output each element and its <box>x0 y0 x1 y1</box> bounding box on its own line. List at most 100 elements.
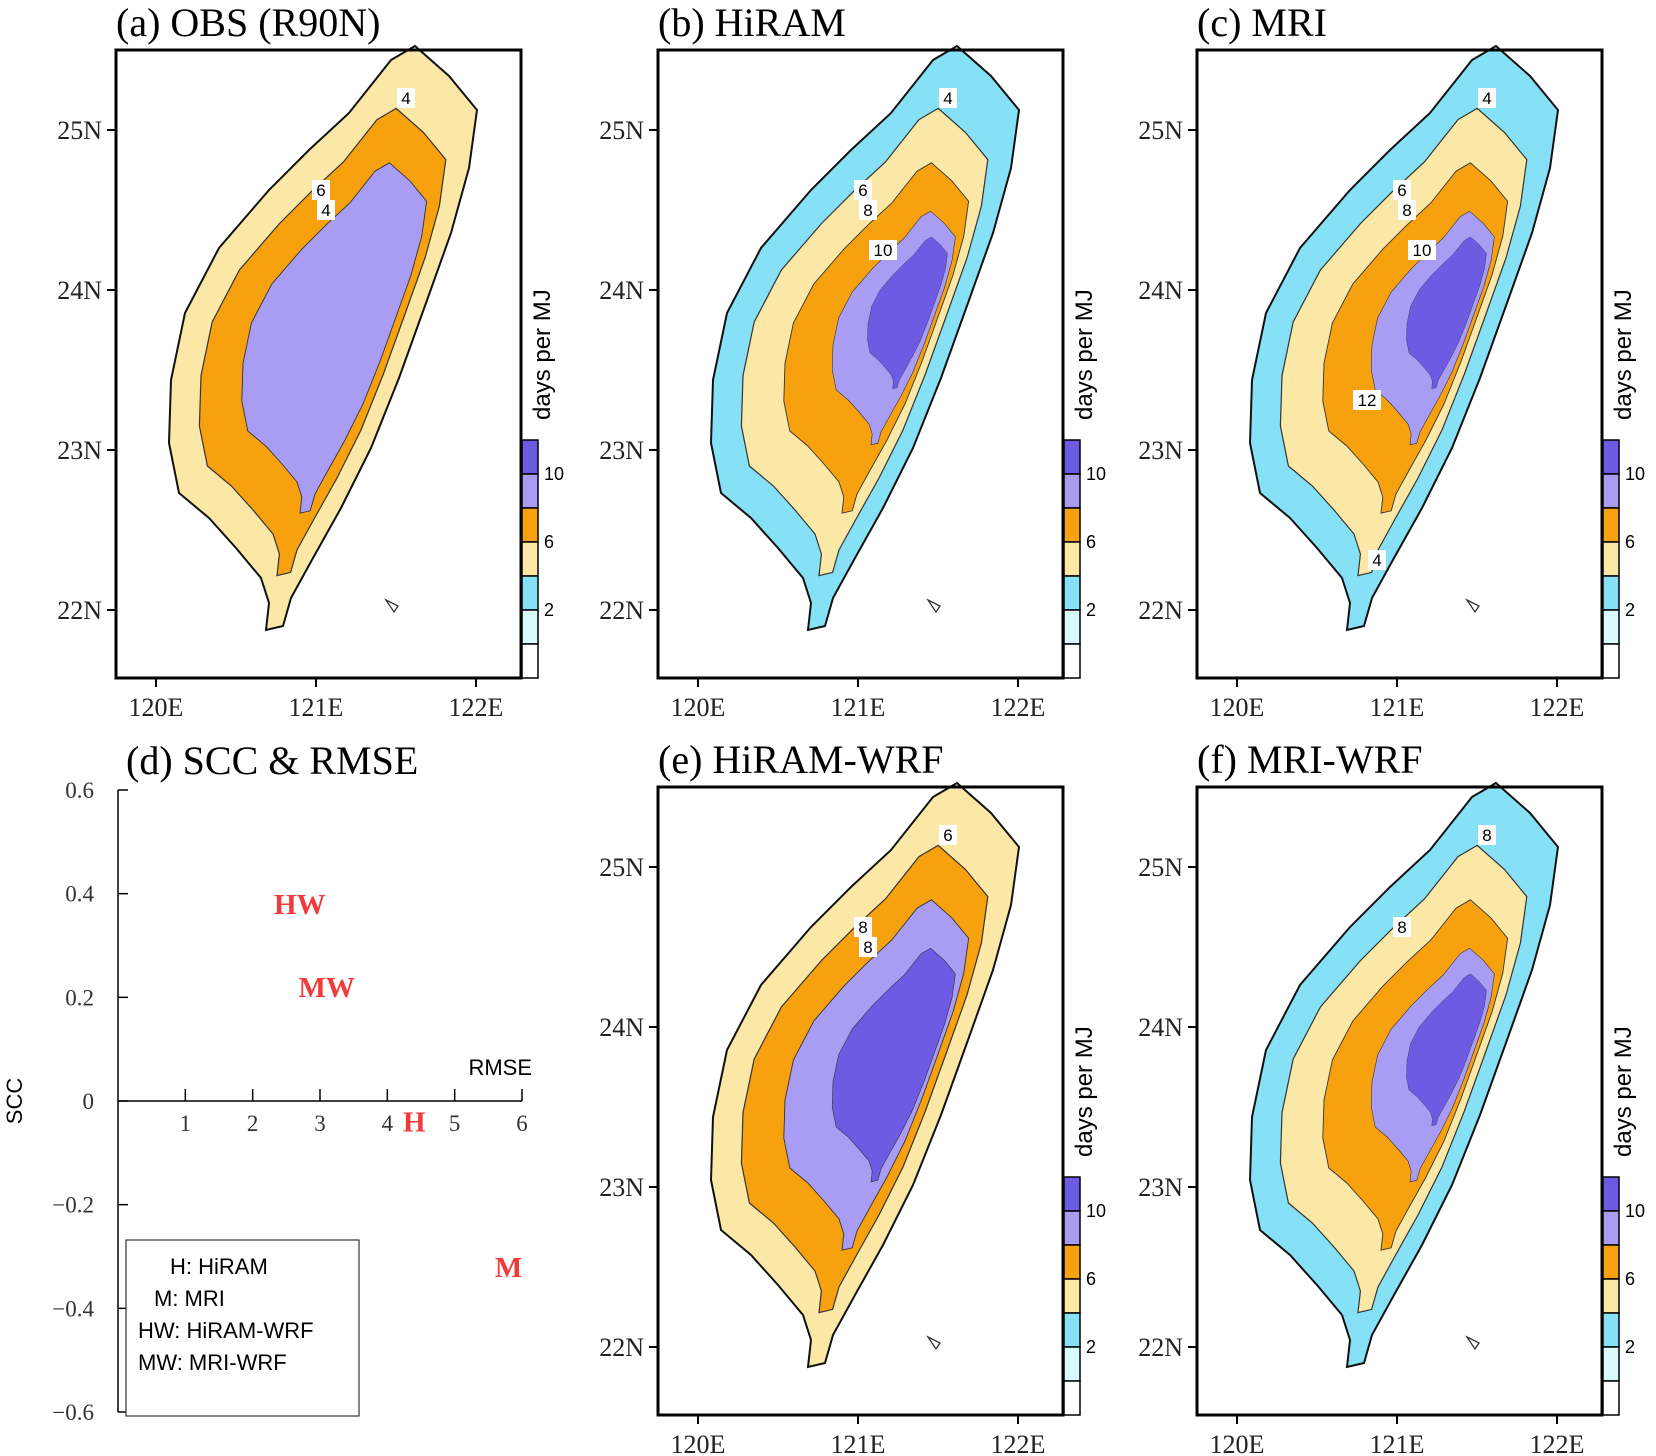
coastline <box>1248 781 1560 1369</box>
x-tick-label: 6 <box>516 1111 528 1136</box>
contour-label: 6 <box>316 181 325 200</box>
colorbar-tick: 2 <box>1625 1337 1635 1357</box>
colorbar-tick: 6 <box>1625 1269 1635 1289</box>
map-frame <box>656 785 1065 1417</box>
lon-tick-label: 122E <box>449 693 504 722</box>
contour-label: 4 <box>1372 551 1381 570</box>
y-tick-label: −0.2 <box>52 1193 94 1218</box>
contour-label: 8 <box>1402 201 1411 220</box>
x-tick-label: 1 <box>180 1111 192 1136</box>
contour-label: 4 <box>401 89 410 108</box>
map-panel-f: 8 8 25N 24N 23N 22N 120E 121E 122E (f) MRI-WRF 10 6… <box>1138 737 1645 1456</box>
lon-tick-label: 122E <box>991 693 1046 722</box>
lat-tick-label: 24N <box>1138 1013 1183 1042</box>
contour-fill-c10p <box>1406 236 1487 389</box>
lat-tick-label: 24N <box>1138 276 1183 305</box>
contour-label: 8 <box>1482 826 1491 845</box>
coastline <box>709 44 1021 632</box>
lat-tick-label: 25N <box>1138 116 1183 145</box>
contour-label: 10 <box>1413 241 1432 260</box>
contour-label: 4 <box>1482 89 1491 108</box>
map-frame <box>114 48 523 680</box>
colorbar-tick: 2 <box>1086 1337 1096 1357</box>
legend-entry: H: HiRAM <box>170 1254 268 1279</box>
lon-tick-label: 120E <box>129 693 184 722</box>
x-tick-label: 2 <box>247 1111 259 1136</box>
colorbar-tick: 10 <box>1625 1201 1645 1221</box>
lat-tick-label: 22N <box>599 1333 644 1362</box>
scatter-point: HW <box>274 889 326 921</box>
lat-tick-label: 23N <box>1138 1173 1183 1202</box>
contour-fill-c10p <box>867 236 948 389</box>
x-tick-label: 4 <box>382 1111 394 1136</box>
y-axis-label: SCC <box>2 1078 27 1125</box>
map-title: (f) MRI-WRF <box>1197 737 1423 782</box>
contour-fill-c10p <box>1406 973 1487 1126</box>
lon-tick-label: 122E <box>1530 693 1585 722</box>
contour-label: 8 <box>863 201 872 220</box>
y-tick-label: 0.4 <box>65 882 94 907</box>
scatter-panel: (d) SCC & RMSE 0.6 0.4 0.2 0 −0.2 −0.4 −0.6 1 2 3 4… <box>2 738 532 1425</box>
coastline <box>167 44 479 632</box>
lat-tick-label: 25N <box>599 853 644 882</box>
colorbar: 10 6 2 days per MJ <box>1602 1026 1645 1416</box>
scatter-point: M <box>495 1252 522 1284</box>
coastline <box>1248 44 1560 632</box>
colorbar-tick: 2 <box>544 600 554 620</box>
colorbar-label: days per MJ <box>1071 289 1098 420</box>
colorbar-tick: 2 <box>1625 600 1635 620</box>
colorbar-tick: 6 <box>1625 532 1635 552</box>
map-frame <box>656 48 1065 680</box>
lat-tick-label: 24N <box>599 276 644 305</box>
contour-label: 10 <box>874 241 893 260</box>
colorbar: 10 6 2 days per MJ <box>521 289 564 679</box>
y-tick-label: −0.4 <box>52 1296 94 1321</box>
lon-tick-label: 120E <box>671 693 726 722</box>
map-panel-e: 6 88 25N 24N 23N 22N 120E 121E 122E (e) HiRAM-WRF… <box>599 737 1106 1456</box>
lat-tick-label: 24N <box>57 276 102 305</box>
contour-label: 6 <box>1397 181 1406 200</box>
legend-entry: M: MRI <box>154 1286 225 1311</box>
map-title: (c) MRI <box>1197 0 1327 45</box>
lat-tick-label: 25N <box>599 116 644 145</box>
island-fill <box>169 50 477 630</box>
legend-entry: MW: MRI-WRF <box>138 1350 287 1375</box>
contour-label: 6 <box>858 181 867 200</box>
colorbar-label: days per MJ <box>1610 289 1637 420</box>
lon-tick-label: 121E <box>1370 1430 1425 1456</box>
map-title: (b) HiRAM <box>658 0 846 45</box>
lat-tick-label: 22N <box>1138 1333 1183 1362</box>
lat-tick-label: 22N <box>57 596 102 625</box>
colorbar-label: days per MJ <box>1610 1026 1637 1157</box>
lat-tick-label: 23N <box>57 436 102 465</box>
lat-tick-label: 22N <box>599 596 644 625</box>
scatter-point: H <box>403 1107 426 1139</box>
colorbar: 10 6 2 days per MJ <box>1602 289 1645 679</box>
contour-label: 6 <box>943 826 952 845</box>
chart-title: (d) SCC & RMSE <box>126 738 418 783</box>
contour-label: 12 <box>1358 391 1377 410</box>
lat-tick-label: 23N <box>599 1173 644 1202</box>
map-frame <box>1195 785 1604 1417</box>
colorbar-tick: 10 <box>544 464 564 484</box>
lon-tick-label: 121E <box>1370 693 1425 722</box>
contour-label: 8 <box>858 918 867 937</box>
island-fill <box>711 787 1019 1367</box>
contour-fill-c10p <box>831 947 956 1183</box>
colorbar-tick: 6 <box>1086 532 1096 552</box>
lon-tick-label: 121E <box>831 693 886 722</box>
island-fill <box>711 50 1019 630</box>
scatter-point: MW <box>299 972 355 1004</box>
colorbar-tick: 10 <box>1086 464 1106 484</box>
lon-tick-label: 120E <box>1210 1430 1265 1456</box>
map-title: (e) HiRAM-WRF <box>658 737 944 782</box>
colorbar-tick: 6 <box>544 532 554 552</box>
y-tick-label: 0 <box>83 1089 95 1114</box>
y-tick-label: −0.6 <box>52 1400 94 1425</box>
y-tick-label: 0.6 <box>65 778 94 803</box>
contour-label: 8 <box>863 938 872 957</box>
colorbar-tick: 2 <box>1086 600 1096 620</box>
x-axis-label: RMSE <box>468 1055 532 1080</box>
